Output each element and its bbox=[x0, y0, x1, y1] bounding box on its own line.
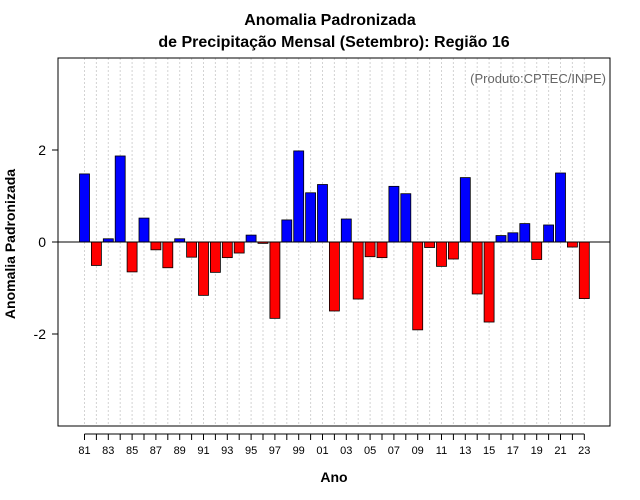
bar-19 bbox=[531, 241, 543, 260]
bar-09 bbox=[412, 241, 424, 331]
bar-82 bbox=[91, 241, 102, 266]
bar-07 bbox=[388, 185, 400, 243]
bar-97 bbox=[269, 241, 281, 319]
bar-00 bbox=[305, 192, 317, 243]
product-annotation: (Produto:CPTEC/INPE) bbox=[470, 71, 606, 86]
x-tick-label: 95 bbox=[245, 445, 257, 457]
bar-95 bbox=[245, 234, 257, 243]
bar-86 bbox=[138, 217, 150, 243]
bar-87 bbox=[150, 241, 162, 251]
bar-12 bbox=[447, 241, 459, 260]
chart-title-line1: Anomalia Padronizada bbox=[244, 12, 416, 29]
bar-18 bbox=[519, 223, 531, 243]
axes: -2 0 2 81 83 85 87 89 91 93 95 97 99 01 03 05 07 09 11 13 15… bbox=[34, 57, 611, 457]
bar-88 bbox=[162, 241, 174, 269]
x-tick-label: 15 bbox=[483, 445, 495, 457]
bar-22 bbox=[567, 241, 578, 248]
bar-91 bbox=[198, 241, 209, 296]
x-tick-label: 93 bbox=[221, 445, 233, 457]
x-tick-label: 05 bbox=[364, 445, 376, 457]
x-tick-label: 13 bbox=[459, 445, 471, 457]
bar-20 bbox=[543, 224, 554, 243]
bar-94 bbox=[233, 241, 245, 254]
bar-92 bbox=[209, 241, 221, 273]
x-tick-label: 21 bbox=[554, 445, 566, 457]
bar-17 bbox=[507, 232, 519, 243]
bar-16 bbox=[495, 235, 507, 243]
bar-99 bbox=[293, 150, 305, 243]
bar-05 bbox=[364, 241, 376, 258]
bar-23 bbox=[578, 241, 590, 299]
bar-21 bbox=[555, 172, 566, 243]
bar-13 bbox=[459, 177, 471, 243]
x-tick-label: 85 bbox=[126, 445, 138, 457]
x-tick-label: 89 bbox=[174, 445, 186, 457]
bar-90 bbox=[186, 241, 198, 258]
x-tick-label: 83 bbox=[102, 445, 114, 457]
bar-98 bbox=[281, 219, 293, 243]
x-tick-label: 01 bbox=[316, 445, 328, 457]
bars bbox=[79, 150, 590, 331]
y-axis-label: Anomalia Padronizada bbox=[2, 169, 18, 319]
bar-15 bbox=[483, 241, 495, 323]
bar-84 bbox=[114, 155, 126, 243]
bar-81 bbox=[79, 173, 90, 243]
bar-85 bbox=[126, 241, 138, 273]
x-tick-label: 97 bbox=[269, 445, 281, 457]
bar-93 bbox=[221, 241, 233, 259]
x-tick-label: 23 bbox=[578, 445, 590, 457]
x-tick-label: 99 bbox=[293, 445, 305, 457]
x-tick-label: 03 bbox=[340, 445, 352, 457]
x-axis-label: Ano bbox=[320, 469, 347, 485]
bar-04 bbox=[352, 241, 364, 300]
bar-10 bbox=[424, 241, 436, 248]
bar-01 bbox=[317, 184, 328, 243]
bar-03 bbox=[340, 218, 352, 243]
x-tick-label: 07 bbox=[388, 445, 400, 457]
x-tick-label: 19 bbox=[531, 445, 543, 457]
x-tick-label: 91 bbox=[197, 445, 209, 457]
bar-08 bbox=[400, 193, 412, 243]
bar-02 bbox=[328, 241, 340, 312]
x-tick-label: 87 bbox=[150, 445, 162, 457]
x-tick-label: 17 bbox=[507, 445, 519, 457]
x-tick-label: 81 bbox=[78, 445, 90, 457]
x-tick-label: 09 bbox=[412, 445, 424, 457]
y-tick-label: 2 bbox=[38, 142, 46, 158]
x-tick-label: 11 bbox=[436, 445, 447, 457]
bar-11 bbox=[436, 241, 447, 267]
y-tick-label: 0 bbox=[38, 234, 46, 250]
bar-14 bbox=[471, 241, 483, 295]
y-tick-label: -2 bbox=[34, 326, 47, 342]
chart-title-line2: de Precipitação Mensal (Setembro): Regiã… bbox=[158, 34, 509, 51]
bar-06 bbox=[376, 241, 388, 259]
